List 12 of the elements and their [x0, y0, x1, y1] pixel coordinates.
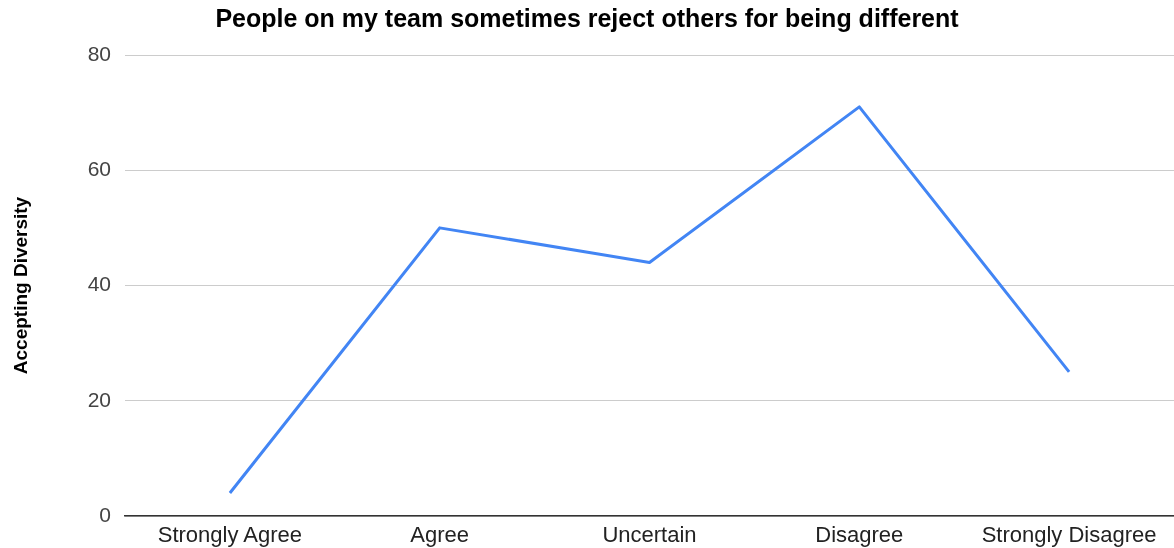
y-axis-title: Accepting Diversity: [9, 196, 31, 375]
chart-title: People on my team sometimes reject others for being different: [215, 3, 960, 32]
y-tick-label: 40: [87, 272, 111, 296]
x-tick-label: Uncertain: [602, 522, 697, 548]
x-tick-label: Agree: [410, 522, 470, 548]
x-tick-label: Disagree: [815, 522, 904, 548]
y-tick-label: 80: [87, 41, 111, 65]
y-tick-label: 20: [87, 387, 111, 411]
x-tick-label: Strongly Disagree: [981, 522, 1157, 548]
y-tick-label: 60: [87, 157, 111, 181]
y-tick-label: 0: [99, 502, 111, 526]
x-tick-label: Strongly Agree: [157, 522, 303, 548]
